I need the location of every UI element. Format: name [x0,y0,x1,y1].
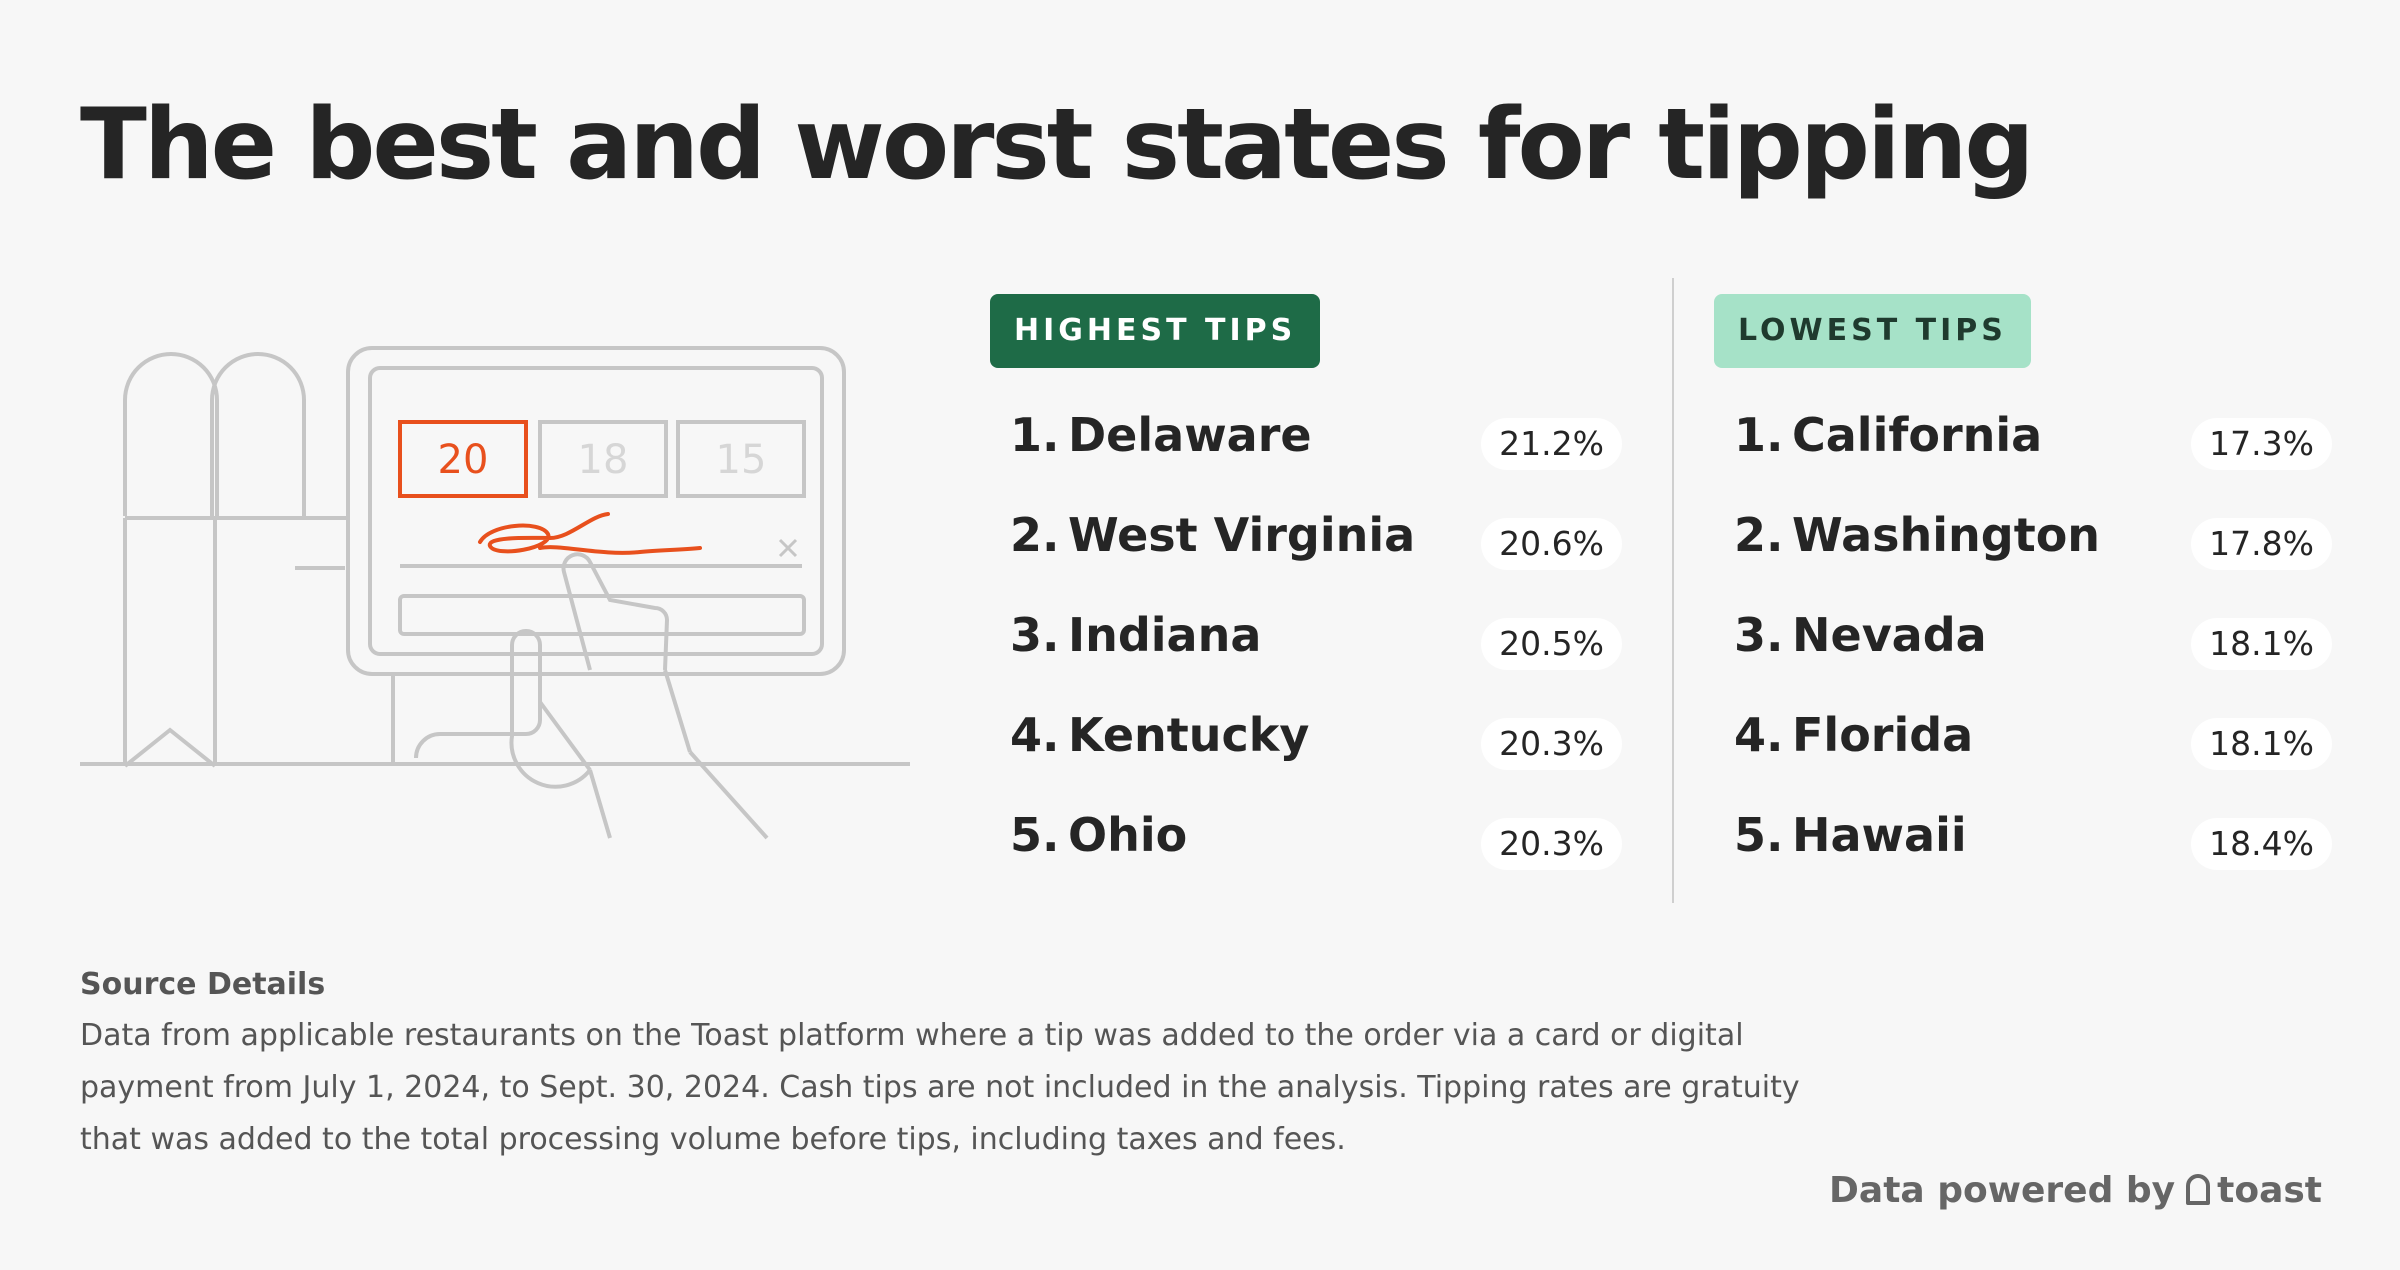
column-divider [1672,278,1674,903]
source-details-body: Data from applicable restaurants on the … [80,1018,1800,1157]
state-name: West Virginia [1068,508,1416,562]
tip-option-15: 15 [716,437,767,483]
lowest-tips-list: 1. California 17.3% 2. Washington 17.8% 3.… [1714,394,2354,894]
state-name: Kentucky [1068,708,1310,762]
tip-rate-pill: 20.3% [1481,818,1622,870]
tip-option-15-box [676,420,806,498]
bag-handle-right-shape [210,352,306,516]
state-name: Delaware [1068,408,1312,462]
tip-rate-pill: 18.4% [2191,818,2332,870]
tablet-frame-shape [346,346,846,676]
tip-option-18-box [538,420,668,498]
tip-rate-pill: 20.5% [1481,618,1622,670]
state-name: Hawaii [1792,808,1967,862]
tip-rate-pill: 18.1% [2191,718,2332,770]
signature-scribble [478,512,702,555]
state-name: Florida [1792,708,1974,762]
state-name: Indiana [1068,608,1262,662]
rank: 2. [1010,508,1060,562]
data-powered-by: Data powered by toast [1829,1170,2322,1215]
tip-rate-pill: 17.3% [2191,418,2332,470]
tip-rate-pill: 17.8% [2191,518,2332,570]
powered-by-label: Data powered by [1829,1170,2176,1211]
lowest-tips-badge: LOWEST TIPS [1714,294,2031,368]
clear-x-icon [778,538,798,558]
rank: 2. [1734,508,1784,562]
rank: 1. [1734,408,1784,462]
toast-brand-name: toast [2217,1170,2322,1211]
toast-logo-icon [2183,1172,2213,1215]
highest-tips-list: 1. Delaware 21.2% 2. West Virginia 20.6% 3… [990,394,1630,894]
list-item: 2. Washington 17.8% [1714,494,2354,594]
state-name: Ohio [1068,808,1188,862]
tip-rate-pill: 20.3% [1481,718,1622,770]
tip-option-20: 20 [438,437,489,483]
rank: 5. [1010,808,1060,862]
tip-rate-pill: 20.6% [1481,518,1622,570]
rank: 3. [1010,608,1060,662]
tip-rate-pill: 18.1% [2191,618,2332,670]
lowest-tips-column: LOWEST TIPS 1. California 17.3% 2. Washing… [1714,294,2354,894]
list-item: 3. Nevada 18.1% [1714,594,2354,694]
state-name: Nevada [1792,608,1987,662]
list-item: 4. Florida 18.1% [1714,694,2354,794]
source-details-title: Source Details [80,967,326,1002]
list-item: 1. California 17.3% [1714,394,2354,494]
highest-tips-badge: HIGHEST TIPS [990,294,1321,368]
bag-handle-left-shape [123,352,219,516]
tip-rate-pill: 21.2% [1481,418,1622,470]
rank: 5. [1734,808,1784,862]
list-item: 5. Hawaii 18.4% [1714,794,2354,894]
tip-option-20-box [398,420,528,498]
state-name: California [1792,408,2043,462]
rank: 1. [1010,408,1060,462]
list-item: 2. West Virginia 20.6% [990,494,1630,594]
list-item: 5. Ohio 20.3% [990,794,1630,894]
list-item: 1. Delaware 21.2% [990,394,1630,494]
tablet-tip-illustration: 20 18 15 [80,346,910,840]
page-title: The best and worst states for tipping [80,88,2034,202]
list-item: 4. Kentucky 20.3% [990,694,1630,794]
rank: 4. [1734,708,1784,762]
rank: 4. [1010,708,1060,762]
list-item: 3. Indiana 20.5% [990,594,1630,694]
rank: 3. [1734,608,1784,662]
state-name: Washington [1792,508,2101,562]
highest-tips-column: HIGHEST TIPS 1. Delaware 21.2% 2. West Vir… [990,294,1630,894]
tip-option-18: 18 [578,437,629,483]
